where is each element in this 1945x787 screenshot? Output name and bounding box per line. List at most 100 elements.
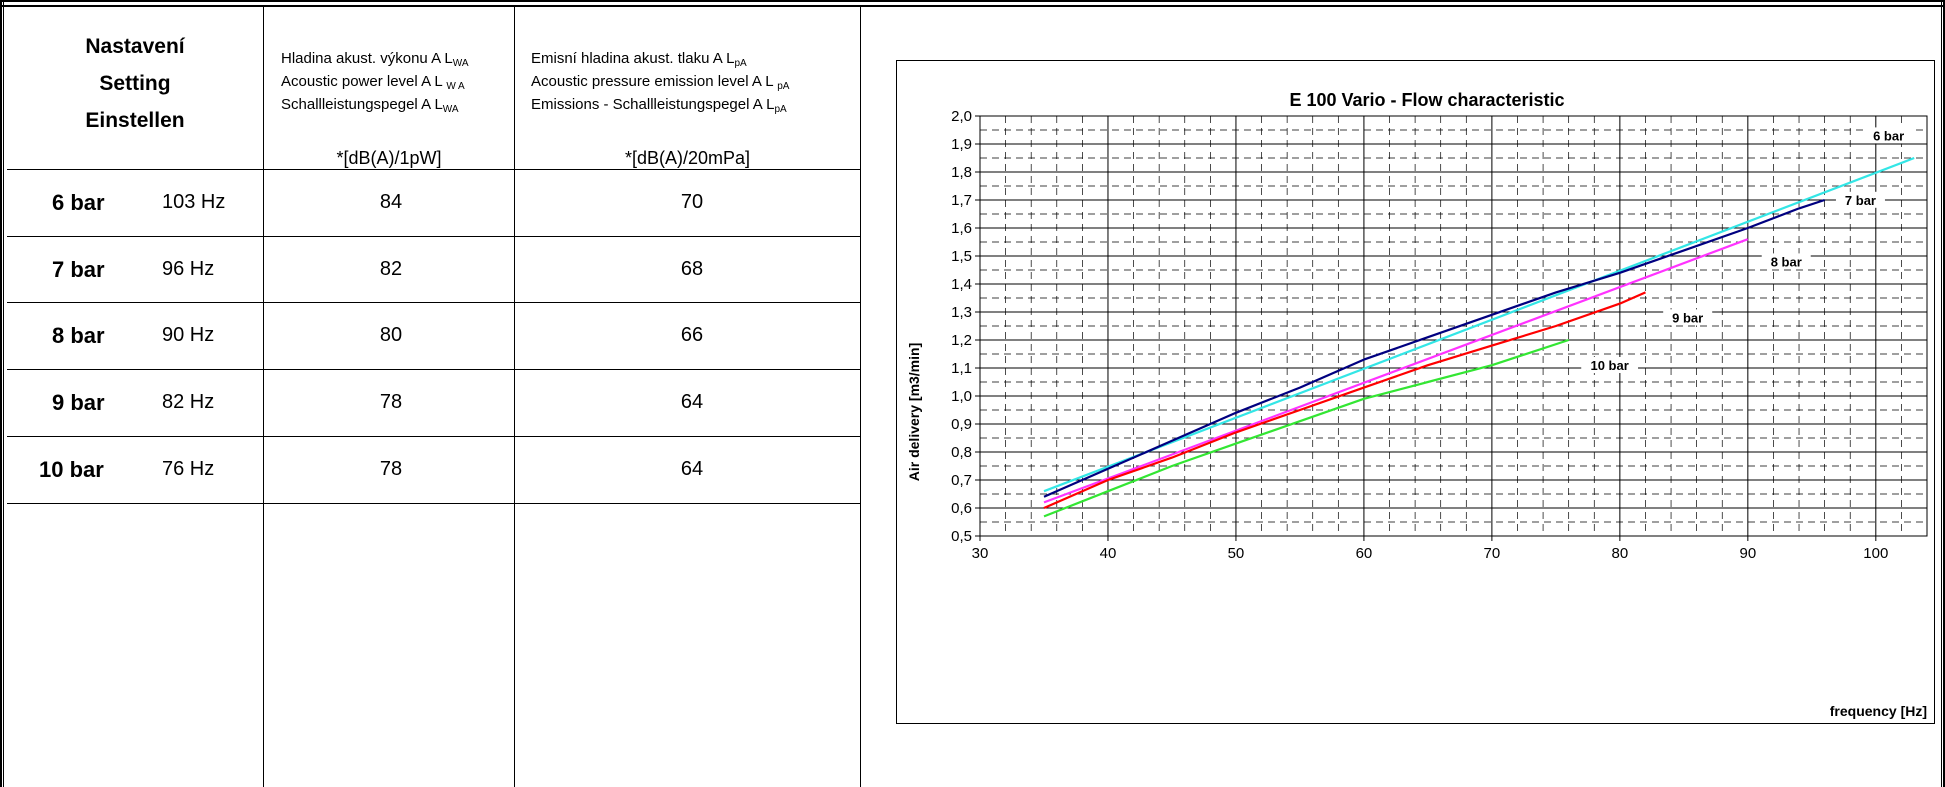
row-lpa: 68 <box>680 258 704 280</box>
series-label: 8 bar <box>1771 254 1802 269</box>
series-line-10-bar <box>1043 338 1570 518</box>
flow-chart-svg: 30 40 50 60 70 80 90 100 0,5 0,6 0,7 0,8 0,9 1,0 1,1 1,… <box>906 90 1928 719</box>
frame-top-line <box>0 0 1945 2</box>
table-row: 7 bar 96 Hz 82 68 <box>7 237 860 303</box>
row-lwa: 78 <box>379 458 403 480</box>
table-row: 8 bar 90 Hz 80 66 <box>7 303 860 369</box>
plot-area-frame <box>979 115 1928 537</box>
x-tick-label: 90 <box>1739 545 1756 562</box>
row-lpa: 64 <box>680 391 704 413</box>
table-row: 9 bar 82 Hz 78 64 <box>7 370 860 436</box>
table-row-rule <box>7 302 860 303</box>
y-tick-label: 0,9 <box>951 416 972 433</box>
frame-left-border <box>0 0 4 787</box>
row-frequency: 82 Hz <box>162 391 215 413</box>
table-row-rule <box>7 236 860 237</box>
y-tick-label: 0,5 <box>951 528 972 545</box>
y-tick-label: 1,1 <box>951 360 972 377</box>
row-frequency: 103 Hz <box>162 191 226 213</box>
row-frequency: 90 Hz <box>162 324 215 346</box>
y-tick-label: 1,7 <box>951 192 972 209</box>
y-tick-label: 1,9 <box>951 136 972 153</box>
lpa-header: Emisní hladina akust. tlaku A LpA Acoust… <box>531 50 789 119</box>
setting-header-en: Setting <box>99 72 171 95</box>
y-tick-label: 0,7 <box>951 472 972 489</box>
row-frequency: 96 Hz <box>162 258 215 280</box>
chart-minor-grid <box>980 116 1927 536</box>
y-tick-label: 0,8 <box>951 444 972 461</box>
lpa-unit: *[dB(A)/20mPa] <box>624 148 751 168</box>
table-row-rule <box>7 503 860 504</box>
flow-chart: 30 40 50 60 70 80 90 100 0,5 0,6 0,7 0,8 0,9 1,0 1,1 1,… <box>896 60 1935 724</box>
series-line-6-bar <box>1043 156 1915 493</box>
table-divider-lwa <box>514 7 515 787</box>
series-label-bg <box>1761 253 1811 270</box>
row-pressure: 6 bar <box>52 190 105 215</box>
row-lwa: 82 <box>379 258 403 280</box>
row-lpa: 70 <box>680 191 704 213</box>
series-label: 7 bar <box>1845 193 1876 208</box>
y-tick-label: 0,6 <box>951 500 972 517</box>
setting-header-de: Einstellen <box>85 109 185 132</box>
y-tick-label: 1,2 <box>951 332 972 349</box>
row-lwa: 84 <box>379 191 403 213</box>
x-tick-label: 50 <box>1228 545 1245 562</box>
lpa-header-line: Acoustic pressure emission level A L pA <box>531 73 790 92</box>
chart-series-labels: 6 bar 7 bar 8 bar 9 bar 10 bar <box>1581 127 1914 373</box>
lwa-header: Hladina akust. výkonu A LWA Acoustic pow… <box>281 50 469 119</box>
chart-title: E 100 Vario - Flow characteristic <box>1289 90 1564 110</box>
y-tick-label: 1,4 <box>951 276 972 293</box>
setting-header: Nastavení Setting Einstellen <box>7 28 263 139</box>
lwa-header-line: Acoustic power level A L W A <box>281 73 465 92</box>
setting-header-cz: Nastavení <box>85 35 185 58</box>
table-row: 10 bar 76 Hz 78 64 <box>7 437 860 503</box>
chart-series <box>1043 156 1915 518</box>
row-pressure: 10 bar <box>39 457 104 482</box>
series-line-8-bar <box>1043 238 1749 504</box>
table-divider-lpa <box>860 7 861 787</box>
table-row-rule <box>7 369 860 370</box>
lwa-unit: *[dB(A)/1pW] <box>336 148 442 168</box>
row-lwa: 80 <box>379 324 403 346</box>
frame-right-border <box>1941 0 1945 787</box>
chart-ticks: 30 40 50 60 70 80 90 100 0,5 0,6 0,7 0,8 0,9 1,0 1,1 1,… <box>951 108 1888 562</box>
x-tick-label: 60 <box>1356 545 1373 562</box>
x-tick-label: 30 <box>972 545 989 562</box>
y-tick-label: 1,8 <box>951 164 972 181</box>
series-label: 9 bar <box>1672 310 1703 325</box>
y-tick-label: 2,0 <box>951 108 972 125</box>
table-header-rule <box>7 169 860 170</box>
series-label-bg <box>1663 309 1713 326</box>
series-label: 10 bar <box>1590 358 1628 373</box>
table-row-rule <box>7 436 860 437</box>
x-tick-label: 70 <box>1484 545 1501 562</box>
x-tick-label: 40 <box>1100 545 1117 562</box>
series-label-bg <box>1835 191 1885 208</box>
row-pressure: 7 bar <box>52 257 105 282</box>
y-tick-label: 1,3 <box>951 304 972 321</box>
series-line-7-bar <box>1043 198 1825 498</box>
series-line-9-bar <box>1043 291 1646 510</box>
x-tick-label: 100 <box>1863 545 1888 562</box>
x-axis-label: frequency [Hz] <box>1830 703 1927 719</box>
chart-major-grid <box>980 116 1927 536</box>
series-label: 6 bar <box>1873 128 1904 143</box>
x-tick-label: 80 <box>1612 545 1629 562</box>
row-lwa: 78 <box>379 391 403 413</box>
lpa-header-line: Emissions - Schallleistungspegel A LpA <box>531 96 787 115</box>
y-tick-label: 1,6 <box>951 220 972 237</box>
table-divider-setting <box>263 7 264 787</box>
y-axis-label: Air delivery [m3/min] <box>906 343 922 482</box>
y-tick-label: 1,5 <box>951 248 972 265</box>
row-pressure: 9 bar <box>52 390 105 415</box>
lwa-header-line: Hladina akust. výkonu A LWA <box>281 50 469 69</box>
row-pressure: 8 bar <box>52 323 105 348</box>
row-lpa: 64 <box>680 458 704 480</box>
row-lpa: 66 <box>680 324 704 346</box>
series-label-bg <box>1581 357 1639 373</box>
lwa-header-line: Schallleistungspegel A LWA <box>281 96 459 115</box>
table-row: 6 bar 103 Hz 84 70 <box>7 170 860 236</box>
lpa-header-line: Emisní hladina akust. tlaku A LpA <box>531 50 747 69</box>
y-tick-label: 1,0 <box>951 388 972 405</box>
frame-top-line-inner <box>0 5 1945 7</box>
